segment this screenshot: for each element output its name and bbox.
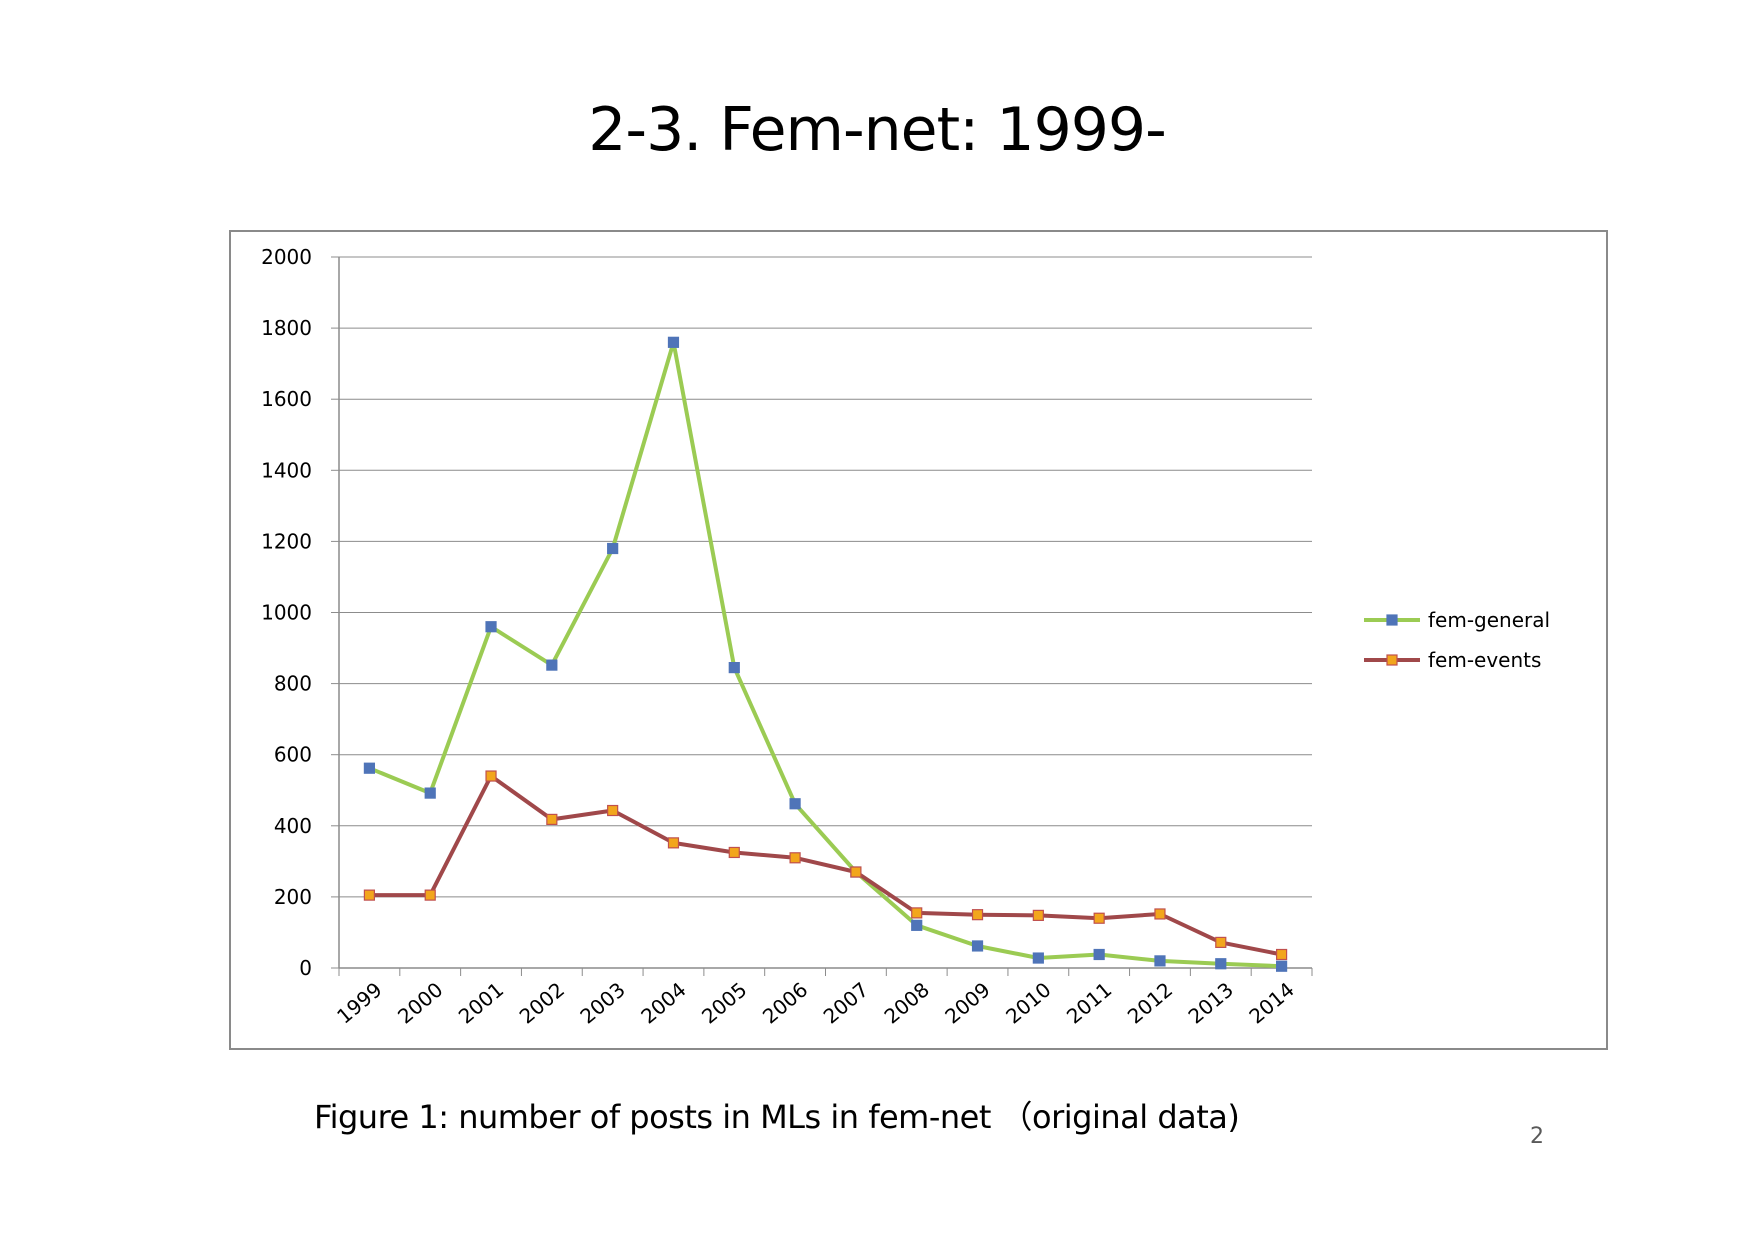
data-point-fem-events <box>363 889 376 901</box>
data-point-fem-general <box>728 662 740 674</box>
data-point-fem-events <box>546 813 558 826</box>
data-point-fem-events <box>789 852 801 864</box>
x-tick-label: 2008 <box>880 977 934 1028</box>
data-point-fem-events <box>971 909 984 921</box>
x-tick-label: 2007 <box>819 977 873 1028</box>
x-tick-label: 2013 <box>1184 977 1238 1028</box>
data-point-fem-general <box>363 762 376 774</box>
data-point-fem-general <box>667 336 680 348</box>
x-tick-label: 2003 <box>575 977 629 1028</box>
x-tick-label: 2004 <box>636 977 690 1028</box>
data-point-fem-general <box>1275 960 1288 972</box>
data-point-fem-general <box>485 621 497 633</box>
y-tick-label: 800 <box>274 672 312 696</box>
line-chart: 0200400600800100012001400160018002000199… <box>261 245 1550 1029</box>
y-tick-label: 1400 <box>261 458 312 482</box>
y-tick-label: 1600 <box>261 387 312 411</box>
x-tick-label: 2012 <box>1123 977 1177 1028</box>
data-point-fem-general <box>971 940 984 952</box>
x-tick-label: 2014 <box>1244 977 1298 1028</box>
data-point-fem-events <box>607 804 619 817</box>
x-tick-label: 2011 <box>1062 977 1116 1028</box>
data-point-fem-general <box>911 919 923 931</box>
data-point-fem-general <box>607 542 619 555</box>
x-tick-label: 2001 <box>454 977 508 1028</box>
data-point-fem-events <box>1154 908 1166 920</box>
data-point-fem-events <box>911 907 923 919</box>
data-point-fem-general <box>1215 958 1227 970</box>
data-point-fem-events <box>667 837 680 849</box>
slide-title: 2-3. Fem-net: 1999- <box>588 95 1166 165</box>
x-tick-label: 2009 <box>940 977 994 1028</box>
y-tick-label: 200 <box>274 885 312 909</box>
legend-label: fem-events <box>1428 648 1541 672</box>
legend-marker-fem-general <box>1386 614 1398 626</box>
y-tick-label: 2000 <box>261 245 312 269</box>
data-point-fem-events <box>1032 909 1044 921</box>
data-point-fem-general <box>546 659 558 671</box>
x-tick-label: 2006 <box>758 977 812 1028</box>
legend-label: fem-general <box>1428 608 1550 632</box>
data-point-fem-general <box>424 787 436 799</box>
x-tick-label: 2000 <box>393 977 447 1028</box>
data-point-fem-events <box>1275 948 1288 961</box>
page-number: 2 <box>1530 1124 1544 1149</box>
data-point-fem-events <box>728 846 740 859</box>
data-point-fem-events <box>424 889 436 901</box>
x-tick-label: 1999 <box>332 977 386 1028</box>
data-point-fem-general <box>789 798 801 810</box>
data-point-fem-events <box>1093 912 1105 924</box>
x-tick-label: 2010 <box>1001 977 1055 1028</box>
data-point-fem-general <box>1032 952 1044 964</box>
y-tick-label: 1200 <box>261 529 312 553</box>
y-tick-label: 600 <box>274 743 312 767</box>
y-tick-label: 400 <box>274 814 312 838</box>
legend-marker-fem-events <box>1386 654 1398 666</box>
y-tick-label: 1800 <box>261 316 312 340</box>
data-point-fem-events <box>485 770 497 782</box>
figure-caption: Figure 1: number of posts in MLs in fem-… <box>314 1098 1240 1136</box>
series-line-fem-general <box>367 340 1284 969</box>
series-line-fem-events <box>367 774 1284 957</box>
x-tick-label: 2005 <box>697 977 751 1028</box>
data-point-fem-general <box>1093 948 1105 961</box>
y-tick-label: 0 <box>299 956 312 980</box>
data-point-fem-events <box>850 866 862 878</box>
data-point-fem-events <box>1215 936 1227 949</box>
x-tick-label: 2002 <box>515 977 569 1028</box>
y-tick-label: 1000 <box>261 601 312 625</box>
data-point-fem-general <box>1154 955 1166 967</box>
